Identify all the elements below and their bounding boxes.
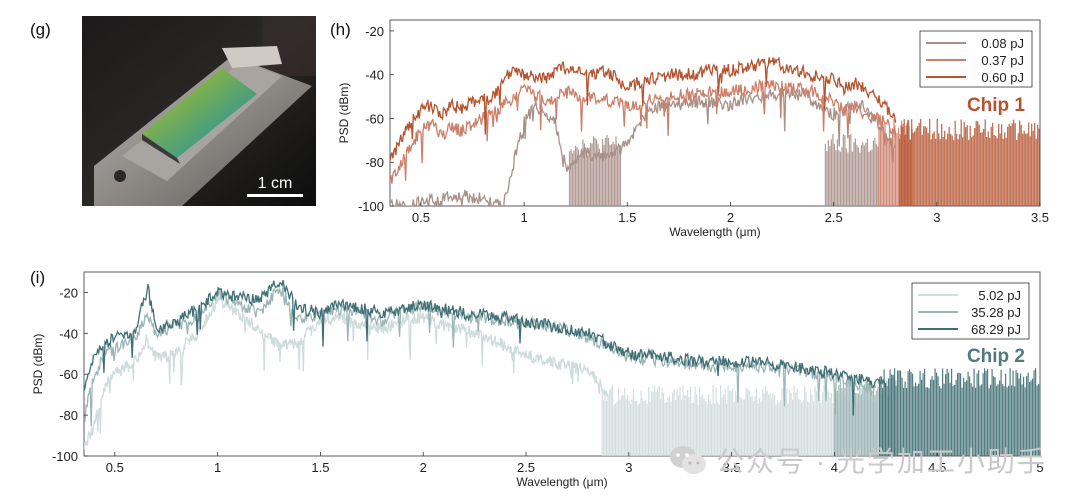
chart-i-xtick-label-4: 2 [420, 460, 427, 475]
chart-i-xtick-label-6: 3 [625, 460, 632, 475]
chart-i-xtick-label-8: 4 [831, 460, 838, 475]
chart-i-series-line-3 [84, 279, 887, 416]
panel-label-g: (g) [30, 20, 51, 39]
chart-i-xtick-label-5: 2.5 [517, 460, 535, 475]
chart-i-ytick-label-2: -80 [59, 408, 78, 423]
chart-i-ytick-label-1: -100 [52, 449, 78, 464]
chart-i-xtick-label-2: 1 [214, 460, 221, 475]
watermark: 公众号 · 光学加工小助手 [668, 440, 1047, 480]
chart-i-legend-label-2: 35.28 pJ [971, 305, 1021, 320]
chart-i-series-line-1 [84, 295, 609, 450]
scale-bar-label: 1 cm [258, 175, 293, 192]
scale-bar [247, 194, 303, 197]
chart-h-series-1-noise-floor-2 [824, 134, 879, 206]
panel-label-h: (h) [330, 20, 351, 39]
chart-h-xlabel: Wavelength (μm) [669, 225, 760, 239]
chart-h-xtick-label-3: 1.5 [618, 210, 636, 225]
chart-i-ytick-label-4: -40 [59, 326, 78, 341]
chart-i-xlabel: Wavelength (μm) [516, 475, 607, 489]
chart-i-xtick-label-10: 5 [1036, 460, 1043, 475]
chart-h-xtick-label-1: 0.5 [412, 210, 430, 225]
chart-i-xtick-label-3: 1.5 [311, 460, 329, 475]
chart-i-series-3-noise-floor-1 [879, 368, 1040, 456]
chart-h-ytick-label-1: -100 [358, 199, 384, 214]
chart-h-xtick-label-7: 3.5 [1031, 210, 1049, 225]
chart-h-legend-label-2: 0.37 pJ [981, 53, 1024, 68]
chart-i-xtick-label-9: 4.5 [928, 460, 946, 475]
chart-h-xtick-label-2: 1 [521, 210, 528, 225]
chart-i-plot-area [84, 279, 1040, 456]
chart-h-xtick-label-5: 2.5 [825, 210, 843, 225]
chart-i-plot-frame [83, 271, 1041, 457]
wechat-icon [668, 443, 708, 477]
chart-h-series-line-3 [390, 56, 897, 161]
chart-h-legend-label-1: 0.08 pJ [981, 36, 1024, 51]
chart-h-legend-label-3: 0.60 pJ [981, 70, 1024, 85]
chart-h-plot-frame [389, 19, 1041, 207]
chart-h-ytick-label-4: -40 [365, 68, 384, 83]
chart-i-ylabel: PSD (dBm) [31, 334, 45, 395]
chart-h-ylabel: PSD (dBm) [337, 83, 351, 144]
chart-i-xtick-label-1: 0.5 [106, 460, 124, 475]
chart-h-chip-label: Chip 1 [967, 95, 1025, 116]
chart-i-xtick-label-7: 3.5 [723, 460, 741, 475]
panel-label-i: (i) [30, 268, 46, 287]
chart-h-plot-area [390, 56, 1040, 206]
chip-photo: 1 cm [82, 16, 316, 206]
chart-h-ytick-label-3: -60 [365, 111, 384, 126]
chart-i-ytick-label-3: -60 [59, 367, 78, 382]
watermark-text: 公众号 · 光学加工小助手 [716, 446, 1047, 477]
chart-h-ytick-label-5: -20 [365, 24, 384, 39]
chart-i-chip-label: Chip 2 [967, 346, 1025, 367]
chart-h-ytick-label-2: -80 [365, 155, 384, 170]
chart-i-legend-label-1: 5.02 pJ [978, 288, 1021, 303]
chart-h-series-3-noise-floor-1 [899, 118, 1040, 206]
chart-i-legend-label-3: 68.29 pJ [971, 322, 1021, 337]
chart-i-ytick-label-5: -20 [59, 285, 78, 300]
chart-h-xtick-label-4: 2 [727, 210, 734, 225]
chart-h-series-1-noise-floor-1 [568, 135, 622, 206]
chart-h-xtick-label-6: 3 [933, 210, 940, 225]
chart-h-series-line-1 [390, 87, 897, 206]
